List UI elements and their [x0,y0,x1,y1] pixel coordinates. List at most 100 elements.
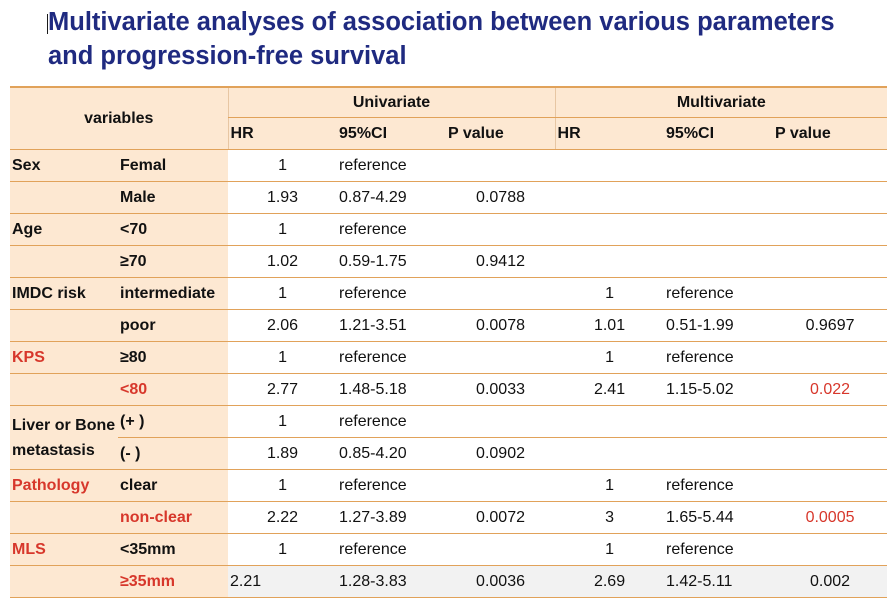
cell-m-p: 0.9697 [773,309,887,342]
title-line-2: and progression-free survival [48,42,407,70]
table-row: MLS <35mm 1 reference 1 reference [10,533,887,566]
cell-m-p: 0.022 [773,373,887,406]
cell-m-ci [664,245,774,278]
cell-u-hr: 2.22 [228,501,338,534]
cell-u-hr: 1 [228,341,338,374]
cell-u-ci: reference [337,213,447,246]
row-group-label: MLS [10,533,118,566]
row-group-label: Age [10,213,118,246]
row-level-label: <35mm [118,533,229,566]
results-table: variables Univariate Multivariate HR 95%… [10,86,887,598]
cell-u-ci: reference [337,533,447,566]
cell-u-p: 0.0036 [446,565,556,598]
cell-m-hr: 2.69 [555,565,665,598]
cell-m-p [773,341,887,374]
cell-u-hr: 1 [228,149,338,182]
cell-u-ci: reference [337,277,447,310]
cell-m-hr [555,245,665,278]
table-row: <80 2.77 1.48-5.18 0.0033 2.41 1.15-5.02… [10,373,887,406]
row-group-label: Liver or Bone metastasis [10,405,118,470]
row-level-label: ≥35mm [118,565,229,598]
header-multivariate: Multivariate [554,86,887,118]
table-row: Age <70 1 reference [10,213,887,246]
cell-m-hr: 2.41 [555,373,665,406]
row-group-label [10,309,118,342]
cell-m-ci: reference [664,341,774,374]
cell-m-ci [664,149,774,182]
cell-u-ci: 1.21-3.51 [337,309,447,342]
cell-u-p [446,405,556,438]
table-row: Sex Femal 1 reference [10,149,887,182]
row-level-label: (- ) [118,437,229,470]
table-row: Liver or Bone metastasis (+ ) 1 referenc… [10,405,887,470]
cell-m-hr [555,437,665,470]
cell-m-p [773,469,887,502]
cell-m-ci: 0.51-1.99 [664,309,774,342]
cell-u-p [446,469,556,502]
cell-u-hr: 1 [228,533,338,566]
table-row: ≥70 1.02 0.59-1.75 0.9412 [10,245,887,278]
cell-u-hr: 1 [228,213,338,246]
table-row: non-clear 2.22 1.27-3.89 0.0072 3 1.65-5… [10,501,887,534]
table-row: poor 2.06 1.21-3.51 0.0078 1.01 0.51-1.9… [10,309,887,342]
row-group-label [10,245,118,278]
header-variables: variables [10,86,229,150]
cell-m-p [773,533,887,566]
cell-m-p [773,405,887,438]
row-level-label: ≥70 [118,245,229,278]
cell-m-hr: 1 [555,469,665,502]
row-level-label: (+ ) [118,405,229,438]
cell-u-ci: 0.59-1.75 [337,245,447,278]
cell-u-hr: 1.02 [228,245,338,278]
cell-m-p: 0.0005 [773,501,887,534]
cell-u-p: 0.0033 [446,373,556,406]
table-row: KPS ≥80 1 reference 1 reference [10,341,887,374]
cell-m-hr [555,149,665,182]
cell-m-hr [555,405,665,438]
cell-m-ci [664,213,774,246]
cell-m-ci [664,181,774,214]
table-row: Pathology clear 1 reference 1 reference [10,469,887,502]
cell-u-ci: reference [337,469,447,502]
cell-m-hr: 3 [555,501,665,534]
cell-m-p [773,245,887,278]
cell-u-p [446,341,556,374]
cell-m-p [773,213,887,246]
table-row: ≥35mm 2.21 1.28-3.83 0.0036 2.69 1.42-5.… [10,565,887,598]
cell-m-p [773,277,887,310]
cell-m-hr [555,213,665,246]
table-row: (- ) 1.89 0.85-4.20 0.0902 [10,437,887,470]
text-cursor [47,14,48,34]
cell-u-hr: 1 [228,405,338,438]
header-univariate: Univariate [227,86,556,118]
row-group-label [10,181,118,214]
subheader-m-hr: HR [554,117,665,150]
row-level-label: intermediate [118,277,229,310]
cell-u-hr: 1 [228,469,338,502]
subheader-m-p: P value [773,117,887,150]
row-group-label [10,373,118,406]
cell-u-p [446,533,556,566]
row-level-label: <80 [118,373,229,406]
cell-u-hr: 2.77 [228,373,338,406]
row-group-label: IMDC risk [10,277,118,310]
cell-u-hr: 2.06 [228,309,338,342]
cell-u-ci: 0.85-4.20 [337,437,447,470]
cell-u-p: 0.0788 [446,181,556,214]
cell-m-p [773,181,887,214]
cell-u-ci: reference [337,341,447,374]
cell-m-ci [664,437,774,470]
cell-m-ci: 1.15-5.02 [664,373,774,406]
cell-m-p [773,437,887,470]
row-group-label: KPS [10,341,118,374]
cell-m-hr: 1 [555,277,665,310]
cell-u-p [446,277,556,310]
row-group-label: Pathology [10,469,118,502]
cell-m-hr: 1 [555,533,665,566]
subheader-m-ci: 95%CI [664,117,774,150]
cell-u-ci: 1.28-3.83 [337,565,447,598]
subheader-u-p: P value [446,117,556,150]
cell-u-ci: reference [337,149,447,182]
cell-m-ci: reference [664,277,774,310]
row-level-label: poor [118,309,229,342]
